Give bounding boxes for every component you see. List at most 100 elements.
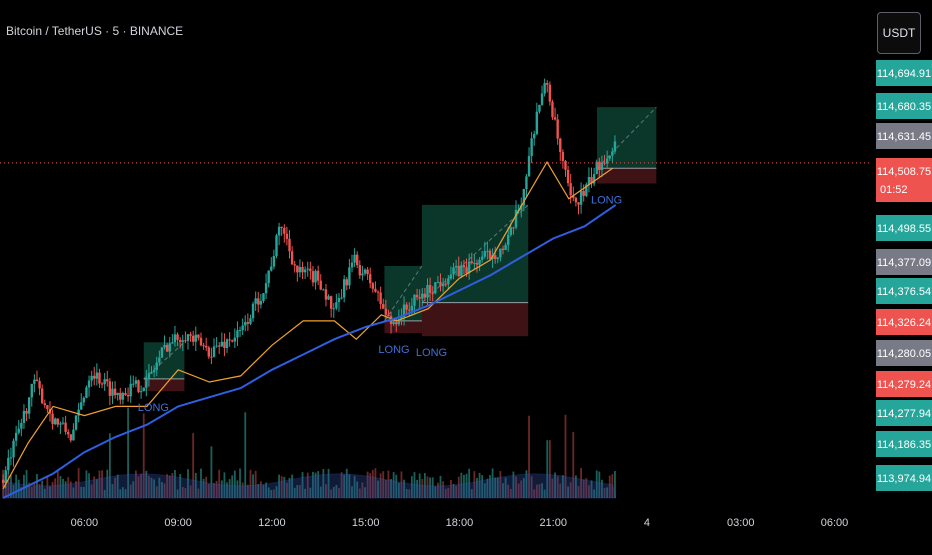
volume-bar — [132, 481, 135, 498]
volume-bar — [181, 487, 184, 498]
volume-bar — [15, 474, 18, 498]
candle-body — [87, 380, 91, 388]
candle-body — [600, 162, 604, 171]
volume-bar — [572, 431, 575, 498]
candle-body — [212, 346, 216, 357]
volume-bar — [533, 489, 536, 498]
candle-body — [444, 283, 447, 285]
volume-bar — [403, 479, 405, 498]
candle-body — [543, 83, 546, 94]
volume-bar — [426, 476, 429, 498]
volume-bar — [418, 473, 421, 498]
candle-body — [298, 266, 302, 273]
candle-body — [329, 296, 333, 309]
candle-body — [220, 341, 224, 347]
candle-body — [61, 422, 65, 424]
volume-bar — [36, 473, 38, 498]
volume-bar — [119, 489, 122, 498]
candle-body — [379, 292, 382, 305]
candle-body — [408, 309, 411, 311]
candle-body — [413, 294, 416, 306]
time-axis-label: 18:00 — [446, 517, 474, 529]
volume-bar — [202, 478, 205, 498]
price-scale-badge — [876, 278, 932, 304]
candle-body — [520, 205, 523, 210]
volume-bar — [127, 407, 129, 498]
volume-bar — [25, 469, 28, 498]
volume-bar — [135, 470, 137, 498]
candle-body — [27, 397, 31, 414]
candle-body — [574, 197, 578, 203]
candle-body — [147, 373, 151, 380]
volume-bar — [90, 484, 93, 498]
currency-button[interactable]: USDT — [877, 12, 921, 54]
time-axis-label: 06:00 — [71, 517, 99, 529]
volume-bar — [80, 486, 83, 498]
candle-body — [12, 440, 15, 458]
candle-body — [332, 308, 335, 310]
volume-bar — [28, 482, 31, 498]
candle-body — [264, 283, 268, 294]
volume-bar — [512, 471, 515, 498]
candle-body — [285, 233, 289, 239]
volume-bar — [218, 469, 221, 498]
volume-bar — [392, 472, 395, 498]
volume-bar — [249, 469, 252, 498]
volume-bar — [205, 476, 208, 498]
candle-body — [301, 266, 304, 273]
candle-body — [93, 375, 96, 379]
volume-bar — [155, 486, 158, 498]
volume-bar — [244, 412, 247, 498]
volume-bar — [129, 484, 132, 498]
candle-body — [186, 334, 190, 341]
volume-bar — [439, 475, 442, 498]
price-scale-badge — [876, 371, 932, 397]
volume-bar — [77, 468, 80, 498]
volume-bar — [387, 470, 390, 498]
candle-body — [225, 339, 229, 349]
volume-bar — [569, 482, 572, 498]
volume-bar — [509, 488, 512, 498]
candle-body — [598, 161, 601, 171]
candle-body — [590, 177, 593, 184]
price-scale-value: 114,631.45 — [877, 131, 931, 143]
candle-body — [56, 418, 59, 425]
candle-body — [421, 293, 424, 299]
volume-bar — [377, 480, 379, 498]
candle-body — [585, 184, 588, 196]
volume-bar — [189, 485, 192, 498]
candle-body — [605, 158, 609, 164]
candle-body — [267, 270, 270, 284]
volume-bar — [20, 487, 23, 498]
candle-body — [270, 266, 273, 271]
volume-bar — [400, 471, 403, 498]
candle-body — [249, 318, 252, 324]
candle-body — [100, 383, 104, 385]
volume-bar — [554, 472, 556, 498]
candle-body — [257, 298, 260, 305]
volume-bar — [507, 484, 510, 498]
candle-body — [350, 262, 354, 268]
candle-body — [436, 281, 440, 283]
candle-body — [452, 267, 455, 275]
candle-body — [499, 248, 502, 258]
candle-body — [316, 270, 320, 281]
candle-body — [64, 422, 67, 432]
candle-body — [426, 285, 429, 298]
volume-bar — [450, 479, 452, 498]
price-scale-badge — [876, 465, 932, 491]
candle-body — [189, 334, 192, 336]
volume-bar — [348, 474, 351, 498]
candle-body — [415, 294, 419, 298]
volume-bar — [577, 485, 580, 498]
candle-body — [173, 334, 177, 343]
volume-bar — [444, 488, 447, 498]
candle-body — [457, 265, 460, 277]
candle-body — [371, 283, 375, 289]
volume-bar — [382, 471, 385, 498]
volume-bar — [286, 482, 288, 498]
volume-bar — [429, 477, 431, 498]
volume-bar — [314, 472, 317, 498]
